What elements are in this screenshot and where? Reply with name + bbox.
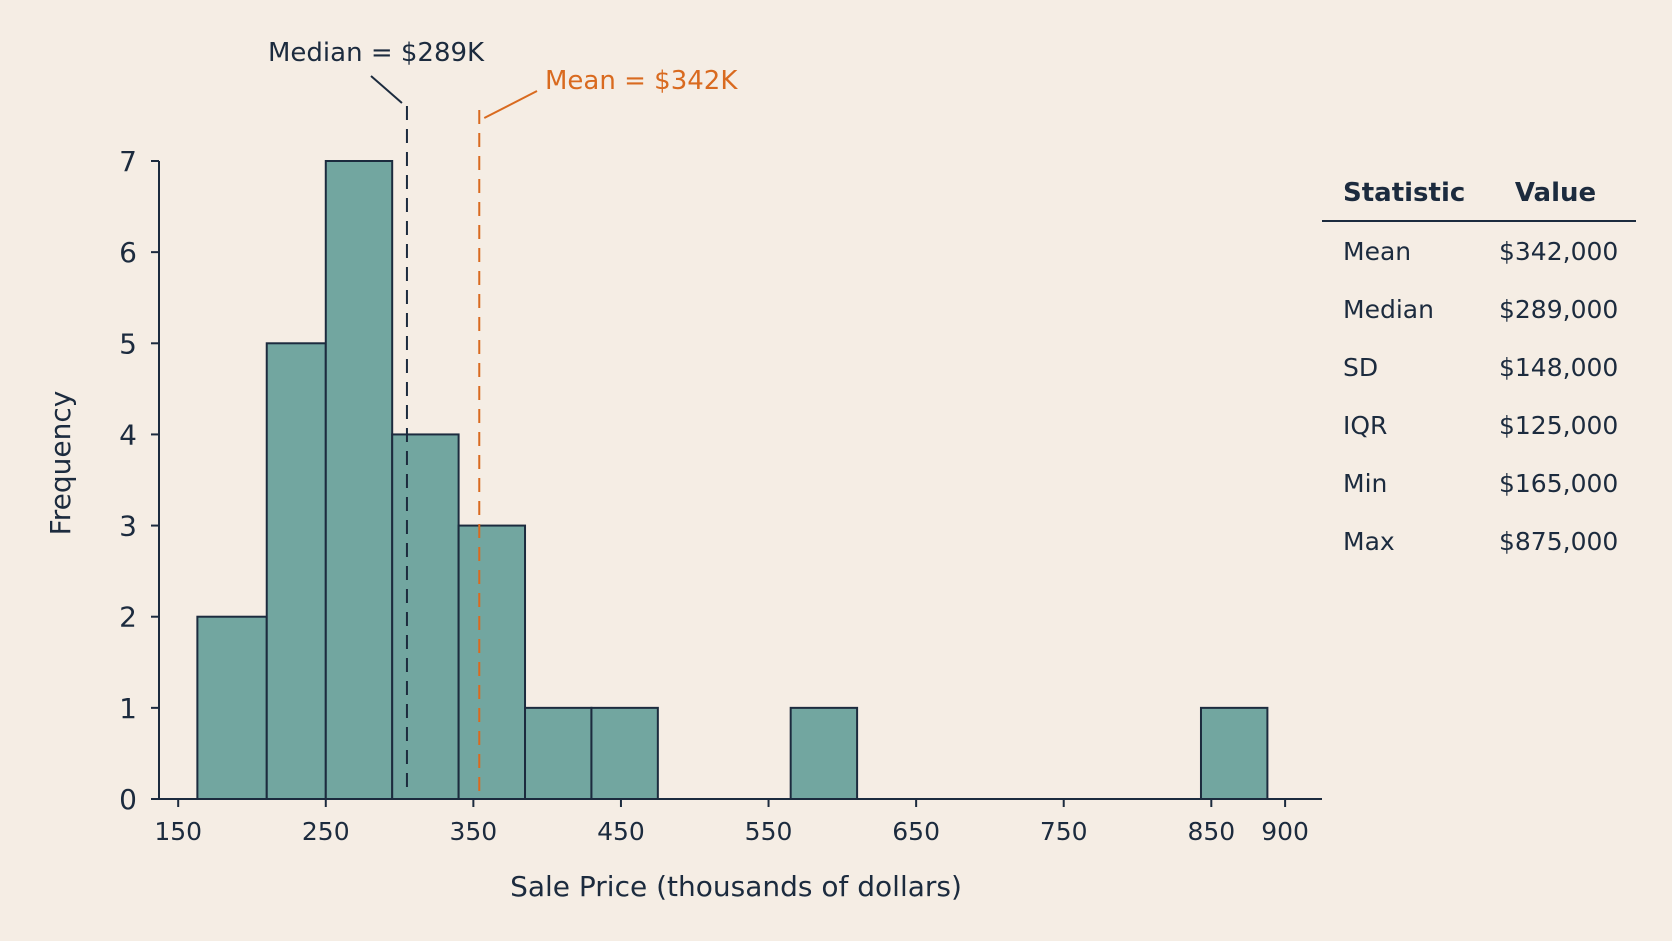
table-row: SD $148,000 xyxy=(1322,338,1636,396)
histogram-bar xyxy=(590,706,659,800)
histogram-bar xyxy=(196,615,268,801)
axes-layer: 0 1 2 3 4 5 6 7 150 250 350 450 550 650 750 850 900 xyxy=(119,145,1322,846)
table-row: Min $165,000 xyxy=(1322,454,1636,512)
y-axis-title: Frequency xyxy=(44,391,77,536)
x-tick-label: 850 xyxy=(1187,817,1235,846)
stat-value: $125,000 xyxy=(1499,410,1619,440)
x-tick-label: 450 xyxy=(597,817,645,846)
stat-name: Median xyxy=(1343,294,1434,324)
stat-value: $342,000 xyxy=(1499,236,1619,266)
stat-value: $875,000 xyxy=(1499,526,1619,556)
stat-name: Max xyxy=(1343,526,1395,556)
y-tick-label: 1 xyxy=(119,692,137,725)
y-tick-label: 0 xyxy=(119,783,137,816)
table-row: IQR $125,000 xyxy=(1322,396,1636,454)
header-statistic: Statistic xyxy=(1343,178,1466,208)
statistics-table-header: Statistic Value xyxy=(1322,166,1636,222)
stat-value: $165,000 xyxy=(1499,468,1619,498)
y-tick-label: 3 xyxy=(119,510,137,543)
median-annotation-label: Median = $289K xyxy=(268,38,485,68)
histogram-bar xyxy=(1199,706,1269,800)
header-value: Value xyxy=(1514,178,1597,208)
y-tick-label: 6 xyxy=(119,236,137,269)
stat-name: IQR xyxy=(1343,410,1388,440)
histogram-bar xyxy=(265,342,327,800)
table-row: Median $289,000 xyxy=(1322,280,1636,338)
x-axis-title: Sale Price (thousands of dollars) xyxy=(510,870,962,903)
histogram-bar xyxy=(524,706,593,800)
annotation-layer: Median = $289K Mean = $342K xyxy=(268,38,738,792)
median-leader xyxy=(370,75,403,104)
x-tick-label: 550 xyxy=(745,817,793,846)
bars-layer xyxy=(196,160,1269,801)
histogram-bar xyxy=(324,160,394,800)
y-tick-label: 5 xyxy=(119,327,137,360)
x-tick-label: 750 xyxy=(1040,817,1088,846)
table-row: Max $875,000 xyxy=(1322,512,1636,570)
stat-name: SD xyxy=(1343,352,1379,382)
x-tick-label: 900 xyxy=(1261,817,1309,846)
y-tick-label: 4 xyxy=(119,418,137,451)
x-tick-label: 250 xyxy=(302,817,350,846)
y-tick-label: 2 xyxy=(119,601,137,634)
histogram-bar xyxy=(457,524,527,800)
histogram-bar xyxy=(391,433,460,800)
mean-annotation-label: Mean = $342K xyxy=(545,66,738,96)
x-tick-label: 350 xyxy=(450,817,498,846)
table-row: Mean $342,000 xyxy=(1322,222,1636,280)
x-tick-label: 150 xyxy=(154,817,202,846)
histogram-bar xyxy=(789,706,859,800)
stat-value: $289,000 xyxy=(1499,294,1619,324)
statistics-table: Statistic Value Mean $342,000 Median $28… xyxy=(1322,166,1636,570)
stat-name: Mean xyxy=(1343,236,1412,266)
stat-value: $148,000 xyxy=(1499,352,1619,382)
y-tick-label: 7 xyxy=(119,145,137,178)
x-tick-label: 650 xyxy=(892,817,940,846)
stat-name: Min xyxy=(1343,468,1388,498)
mean-leader xyxy=(483,90,538,119)
